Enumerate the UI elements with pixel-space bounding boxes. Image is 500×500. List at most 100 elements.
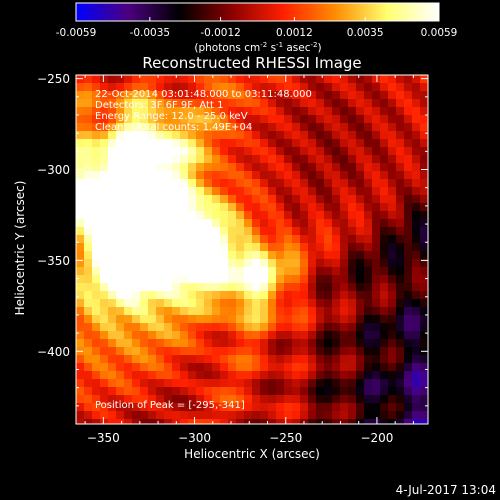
heatmap-cell <box>348 131 357 140</box>
heatmap-cell <box>244 395 253 404</box>
heatmap-cell <box>292 331 301 340</box>
heatmap-cell <box>292 147 301 156</box>
heatmap-cell <box>132 147 141 156</box>
heatmap-cell <box>308 147 317 156</box>
heatmap-cell <box>364 75 373 84</box>
heatmap-cell <box>220 235 229 244</box>
heatmap-cell <box>404 155 413 164</box>
heatmap-cell <box>260 387 269 396</box>
heatmap-cell <box>156 379 165 388</box>
heatmap-cell <box>340 75 349 84</box>
heatmap-cell <box>268 355 277 364</box>
heatmap-cell <box>332 291 341 300</box>
heatmap-cell <box>284 235 293 244</box>
heatmap-cell <box>132 211 141 220</box>
heatmap-cell <box>92 131 101 140</box>
heatmap-cell <box>324 363 333 372</box>
heatmap-cell <box>300 251 309 260</box>
heatmap-cell <box>260 251 269 260</box>
heatmap-cell <box>356 195 365 204</box>
heatmap-cell <box>396 91 405 100</box>
heatmap-cell <box>124 395 133 404</box>
heatmap-cell <box>276 251 285 260</box>
heatmap-cell <box>356 331 365 340</box>
heatmap-cell <box>316 227 325 236</box>
heatmap-cell <box>92 243 101 252</box>
heatmap-cell <box>356 107 365 116</box>
heatmap-cell <box>196 299 205 308</box>
heatmap-cell <box>116 419 125 424</box>
heatmap-cell <box>276 387 285 396</box>
heatmap-cell <box>140 283 149 292</box>
heatmap-cell <box>148 163 157 172</box>
heatmap-cell <box>364 315 373 324</box>
heatmap-cell <box>172 291 181 300</box>
heatmap-cell <box>348 227 357 236</box>
heatmap-cell <box>364 147 373 156</box>
heatmap-cell <box>388 291 397 300</box>
heatmap-cell <box>164 395 173 404</box>
heatmap-cell <box>420 139 428 148</box>
heatmap-cell <box>284 331 293 340</box>
heatmap-cell <box>292 363 301 372</box>
heatmap-cell <box>116 107 125 116</box>
heatmap-cell <box>300 395 309 404</box>
heatmap-cell <box>188 219 197 228</box>
heatmap-cell <box>100 163 109 172</box>
heatmap-cell <box>316 155 325 164</box>
heatmap-cell <box>116 379 125 388</box>
heatmap-cell <box>404 323 413 332</box>
heatmap-cell <box>380 203 389 212</box>
heatmap-cell <box>172 387 181 396</box>
heatmap-cell <box>420 187 428 196</box>
heatmap-cell <box>420 123 428 132</box>
heatmap-cell <box>268 107 277 116</box>
heatmap-cell <box>412 275 421 284</box>
heatmap-cell <box>372 243 381 252</box>
heatmap-cell <box>420 403 428 412</box>
heatmap-cell <box>404 283 413 292</box>
heatmap-cell <box>132 243 141 252</box>
heatmap-cell <box>132 307 141 316</box>
heatmap-cell <box>388 419 397 424</box>
heatmap-cell <box>236 315 245 324</box>
heatmap-cell <box>132 403 141 412</box>
heatmap-cell <box>388 243 397 252</box>
heatmap-cell <box>164 267 173 276</box>
heatmap-cell <box>348 363 357 372</box>
heatmap-cell <box>124 363 133 372</box>
heatmap-cell <box>204 243 213 252</box>
heatmap-cell <box>92 355 101 364</box>
heatmap-cell <box>372 347 381 356</box>
plot-frame <box>75 74 429 425</box>
heatmap-cell <box>356 251 365 260</box>
heatmap-cell <box>108 115 117 124</box>
heatmap-cell <box>140 251 149 260</box>
heatmap-cell <box>172 203 181 212</box>
heatmap-cell <box>188 355 197 364</box>
heatmap-cell <box>124 171 133 180</box>
heatmap-cell <box>212 163 221 172</box>
heatmap-cell <box>332 163 341 172</box>
heatmap-cell <box>332 275 341 284</box>
heatmap-cell <box>356 387 365 396</box>
heatmap-cell <box>116 91 125 100</box>
heatmap-cell <box>404 331 413 340</box>
heatmap-cell <box>300 211 309 220</box>
heatmap-cell <box>236 99 245 108</box>
heatmap-cell <box>420 267 428 276</box>
heatmap-cell <box>316 235 325 244</box>
heatmap-cell <box>84 75 93 84</box>
heatmap-cell <box>148 363 157 372</box>
heatmap-cell <box>404 163 413 172</box>
heatmap-cell <box>324 163 333 172</box>
heatmap-cell <box>244 307 253 316</box>
heatmap-cell <box>212 387 221 396</box>
heatmap-cell <box>308 219 317 228</box>
heatmap-cell <box>244 259 253 268</box>
heatmap-cell <box>196 275 205 284</box>
heatmap-cell <box>188 163 197 172</box>
heatmap-cell <box>260 355 269 364</box>
heatmap-cell <box>332 195 341 204</box>
